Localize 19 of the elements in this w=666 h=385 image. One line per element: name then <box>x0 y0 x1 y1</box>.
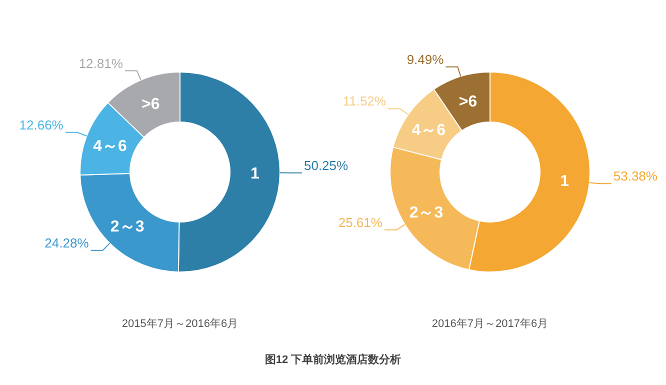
data-label: 12.66% <box>19 117 64 132</box>
data-label: 24.28% <box>44 235 90 250</box>
data-label: 25.61% <box>338 214 383 230</box>
data-label: 50.25% <box>304 158 349 173</box>
slice-label: 4～6 <box>93 138 128 156</box>
data-label: 12.81% <box>78 56 124 71</box>
data-label: 53.38% <box>613 168 658 184</box>
text: 2016年7月～2017年6月 <box>432 318 548 330</box>
slice-label: 2～3 <box>110 218 144 236</box>
slice-label: >6 <box>458 93 478 110</box>
slice-label: 1 <box>560 172 570 190</box>
caption: 图12 下单前浏览酒店数分析 <box>264 353 402 366</box>
slice-label: 1 <box>250 166 260 183</box>
slice-label: 4～6 <box>412 122 446 139</box>
data-label: 11.52% <box>342 94 386 109</box>
text: 2015年7月～2016年6月 <box>122 318 238 330</box>
data-label: 9.49% <box>406 52 444 67</box>
slice-label: >6 <box>142 96 160 113</box>
slice-label: 2～3 <box>409 204 444 222</box>
